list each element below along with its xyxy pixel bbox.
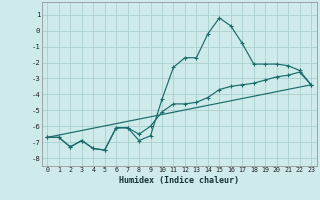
X-axis label: Humidex (Indice chaleur): Humidex (Indice chaleur): [119, 176, 239, 185]
